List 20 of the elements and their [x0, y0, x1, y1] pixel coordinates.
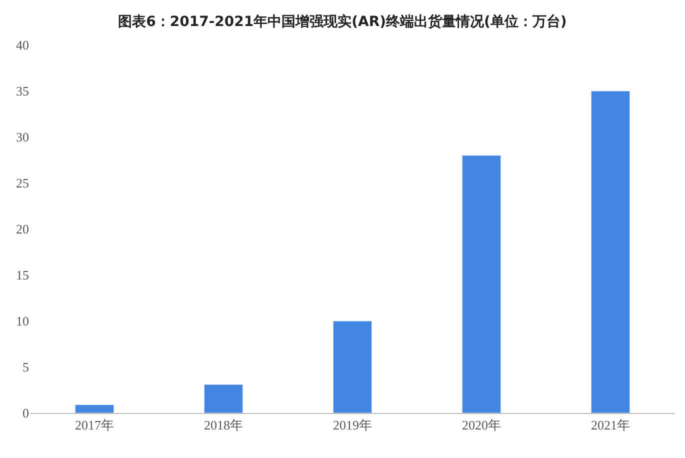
y-tick-label: 20	[16, 222, 29, 237]
bar	[332, 320, 372, 413]
y-tick-label: 40	[16, 38, 29, 53]
y-tick-label: 10	[16, 314, 29, 329]
bar	[204, 384, 244, 413]
y-tick-label: 5	[22, 360, 29, 375]
bar	[590, 90, 630, 413]
x-tick-label: 2018年	[204, 418, 243, 433]
bar	[74, 404, 114, 413]
bar	[462, 155, 502, 413]
x-tick-label: 2019年	[333, 418, 372, 433]
x-tick-label: 2020年	[462, 418, 501, 433]
x-tick-label: 2017年	[75, 418, 114, 433]
y-tick-label: 25	[16, 176, 29, 191]
chart-title: 图表6：2017-2021年中国增强现实(AR)终端出货量情况(单位：万台)	[118, 12, 567, 30]
y-tick-label: 35	[16, 84, 29, 99]
y-tick-label: 0	[22, 406, 29, 421]
y-tick-label: 15	[16, 268, 29, 283]
y-tick-label: 30	[16, 130, 29, 145]
x-tick-label: 2021年	[591, 418, 630, 433]
